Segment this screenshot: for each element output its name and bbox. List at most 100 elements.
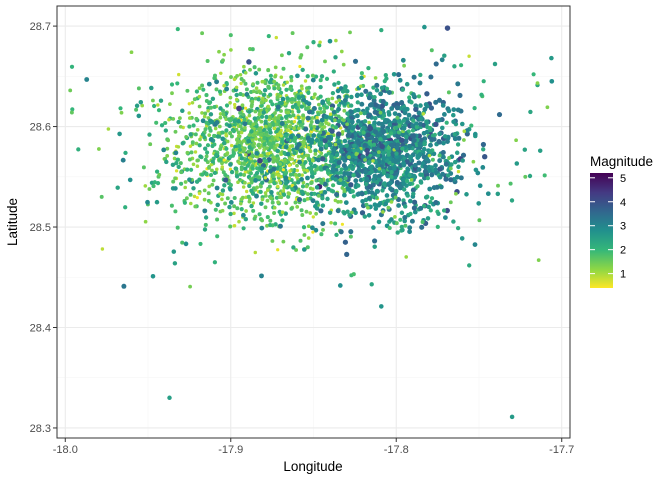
scatter-point: [416, 110, 422, 116]
scatter-point: [203, 111, 208, 116]
scatter-point: [428, 105, 435, 111]
scatter-point: [372, 173, 378, 179]
scatter-point: [366, 205, 370, 210]
scatter-point: [170, 162, 176, 168]
scatter-point: [452, 132, 458, 137]
scatter-point: [165, 154, 170, 158]
scatter-point: [191, 123, 196, 128]
scatter-point: [306, 109, 313, 115]
scatter-point: [148, 142, 153, 147]
scatter-point: [318, 78, 323, 83]
scatter-point: [279, 152, 283, 156]
scatter-point: [363, 169, 369, 175]
scatter-point: [383, 72, 388, 78]
scatter-point: [229, 75, 233, 80]
scatter-point: [289, 120, 294, 125]
scatter-point: [313, 204, 318, 209]
scatter-point: [271, 166, 277, 172]
scatter-point: [339, 49, 344, 54]
scatter-point: [426, 204, 431, 210]
scatter-point: [460, 158, 465, 163]
scatter-point: [222, 52, 226, 57]
scatter-point: [289, 75, 294, 80]
scatter-point: [325, 168, 330, 173]
scatter-point: [305, 197, 310, 201]
scatter-point: [260, 197, 265, 202]
scatter-point: [157, 172, 162, 177]
scatter-point: [241, 139, 246, 143]
scatter-point: [366, 212, 372, 218]
scatter-point: [237, 143, 242, 149]
scatter-points: [68, 24, 555, 420]
scatter-point: [319, 232, 324, 237]
scatter-point: [459, 63, 464, 68]
scatter-point: [372, 102, 379, 108]
scatter-point: [269, 190, 274, 195]
scatter-point: [220, 208, 225, 213]
scatter-point: [385, 173, 390, 178]
scatter-point: [136, 86, 141, 91]
scatter-point: [437, 117, 442, 123]
scatter-point: [322, 125, 327, 129]
scatter-point: [223, 172, 228, 178]
scatter-point: [249, 203, 254, 209]
scatter-point: [330, 96, 335, 101]
scatter-point: [210, 182, 215, 187]
scatter-point: [310, 77, 316, 83]
scatter-point: [204, 154, 209, 159]
scatter-point: [225, 139, 230, 144]
scatter-point: [342, 239, 349, 245]
scatter-point: [233, 105, 237, 110]
scatter-point: [224, 146, 229, 151]
scatter-point: [242, 121, 248, 127]
scatter-point: [535, 81, 540, 85]
scatter-point: [338, 144, 344, 149]
scatter-point: [336, 80, 341, 86]
scatter-point: [200, 172, 205, 177]
scatter-point: [406, 112, 412, 118]
scatter-point: [249, 104, 254, 109]
scatter-point: [269, 144, 274, 149]
scatter-point: [296, 154, 301, 159]
scatter-point: [314, 185, 320, 190]
scatter-point: [276, 83, 281, 88]
scatter-point: [369, 282, 374, 287]
scatter-point: [308, 123, 313, 128]
scatter-point: [138, 99, 144, 105]
scatter-point: [496, 112, 503, 118]
scatter-point: [219, 71, 223, 76]
scatter-point: [221, 58, 225, 63]
scatter-point: [140, 103, 145, 108]
scatter-point: [276, 115, 281, 120]
scatter-point: [458, 175, 464, 181]
scatter-point: [295, 168, 300, 173]
scatter-point: [330, 90, 336, 96]
scatter-point: [207, 184, 212, 189]
scatter-point: [442, 134, 448, 139]
scatter-point: [283, 172, 288, 177]
scatter-point: [254, 193, 259, 199]
scatter-point: [358, 84, 363, 89]
scatter-point: [302, 233, 307, 237]
scatter-point: [259, 201, 264, 206]
scatter-point: [250, 166, 255, 171]
scatter-point: [287, 163, 291, 167]
scatter-point: [381, 210, 385, 214]
scatter-point: [309, 129, 314, 134]
scatter-point: [173, 176, 178, 181]
scatter-point: [469, 123, 474, 128]
scatter-point: [180, 240, 185, 245]
scatter-point: [257, 112, 262, 117]
scatter-point: [236, 139, 241, 144]
scatter-point: [228, 200, 234, 205]
scatter-point: [295, 163, 299, 168]
scatter-point: [280, 139, 285, 144]
scatter-point: [295, 73, 300, 79]
scatter-point: [243, 125, 247, 130]
scatter-point: [268, 99, 273, 104]
scatter-point: [210, 143, 215, 149]
scatter-point: [285, 128, 290, 133]
scatter-point: [374, 195, 379, 200]
scatter-point: [405, 193, 410, 198]
scatter-point: [322, 181, 328, 187]
